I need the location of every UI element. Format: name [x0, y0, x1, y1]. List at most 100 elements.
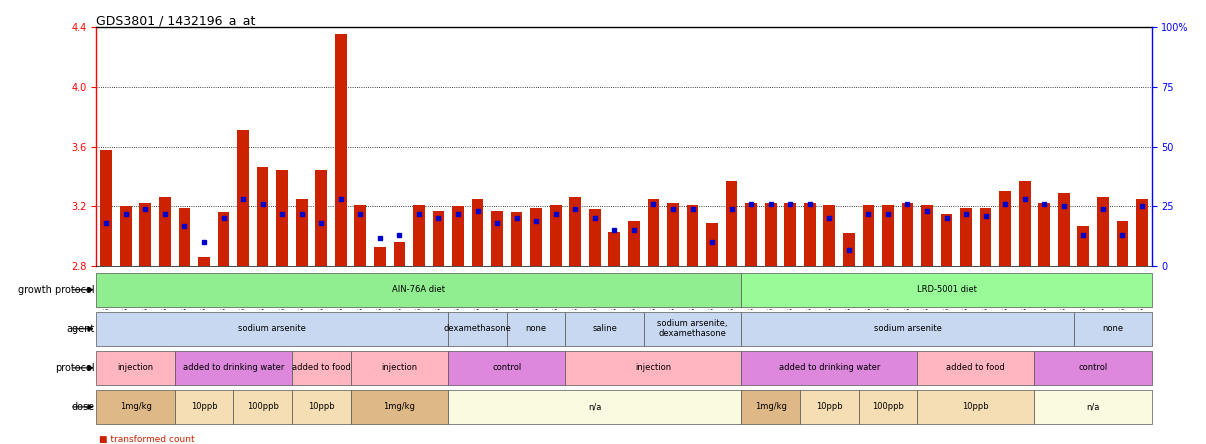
Bar — [882, 205, 894, 266]
Bar — [449, 312, 507, 346]
Bar — [433, 211, 444, 266]
Text: 10ppb: 10ppb — [962, 402, 989, 412]
Text: sodium arsenite,
dexamethasone: sodium arsenite, dexamethasone — [657, 319, 727, 338]
Text: protocol: protocol — [54, 363, 94, 373]
Bar — [100, 150, 112, 266]
Text: injection: injection — [636, 363, 672, 373]
Bar — [198, 258, 210, 266]
Bar — [175, 351, 292, 385]
Bar — [355, 205, 367, 266]
Text: 10ppb: 10ppb — [191, 402, 217, 412]
Bar — [902, 203, 913, 266]
Bar — [140, 203, 151, 266]
Bar — [609, 232, 620, 266]
Text: AIN-76A diet: AIN-76A diet — [392, 285, 445, 294]
Bar — [1035, 390, 1152, 424]
Bar — [726, 181, 737, 266]
Bar — [276, 170, 288, 266]
Bar — [238, 130, 248, 266]
Bar — [1019, 181, 1031, 266]
Text: growth protocol: growth protocol — [18, 285, 94, 295]
Bar — [566, 312, 644, 346]
Text: added to drinking water: added to drinking water — [182, 363, 283, 373]
Bar — [159, 198, 171, 266]
Bar — [315, 170, 327, 266]
Text: 1mg/kg: 1mg/kg — [755, 402, 786, 412]
Text: n/a: n/a — [589, 402, 602, 412]
Bar — [824, 205, 836, 266]
Text: saline: saline — [592, 324, 617, 333]
Bar — [804, 203, 815, 266]
Bar — [1038, 203, 1050, 266]
Bar — [96, 312, 449, 346]
Bar — [742, 390, 800, 424]
Text: 10ppb: 10ppb — [816, 402, 843, 412]
Bar — [472, 199, 484, 266]
Bar — [550, 205, 562, 266]
Bar — [351, 351, 449, 385]
Text: sodium arsenite: sodium arsenite — [873, 324, 942, 333]
Bar — [1117, 222, 1129, 266]
Bar — [648, 199, 660, 266]
Bar — [784, 203, 796, 266]
Bar — [1035, 351, 1152, 385]
Bar — [745, 203, 757, 266]
Text: injection: injection — [381, 363, 417, 373]
Bar — [862, 205, 874, 266]
Bar — [449, 390, 742, 424]
Bar — [96, 351, 175, 385]
Bar — [511, 213, 522, 266]
Bar — [1000, 191, 1011, 266]
Bar — [667, 203, 679, 266]
Text: dose: dose — [71, 402, 94, 412]
Text: agent: agent — [66, 324, 94, 334]
Text: LRD-5001 diet: LRD-5001 diet — [917, 285, 977, 294]
Bar — [507, 312, 566, 346]
Text: none: none — [1102, 324, 1123, 333]
Bar — [233, 390, 292, 424]
Bar — [393, 242, 405, 266]
Bar — [412, 205, 425, 266]
Bar — [859, 390, 918, 424]
Text: 1mg/kg: 1mg/kg — [119, 402, 152, 412]
Bar — [491, 211, 503, 266]
Bar — [1097, 198, 1108, 266]
Bar — [1136, 199, 1148, 266]
Text: added to drinking water: added to drinking water — [779, 363, 880, 373]
Bar — [742, 273, 1152, 307]
Bar — [452, 206, 464, 266]
Text: 100ppb: 100ppb — [872, 402, 903, 412]
Text: added to food: added to food — [292, 363, 351, 373]
Text: 1mg/kg: 1mg/kg — [384, 402, 415, 412]
Bar — [292, 390, 351, 424]
Bar — [374, 247, 386, 266]
Bar — [1073, 312, 1152, 346]
Bar — [531, 208, 541, 266]
Bar — [335, 34, 346, 266]
Text: control: control — [492, 363, 521, 373]
Bar — [742, 312, 1073, 346]
Bar — [292, 351, 351, 385]
Text: 100ppb: 100ppb — [247, 402, 279, 412]
Bar — [1058, 193, 1070, 266]
Bar — [800, 390, 859, 424]
Bar — [119, 206, 131, 266]
Bar — [175, 390, 233, 424]
Bar — [351, 390, 449, 424]
Bar — [918, 390, 1035, 424]
Text: added to food: added to food — [947, 363, 1006, 373]
Bar — [941, 214, 953, 266]
Text: sodium arsenite: sodium arsenite — [239, 324, 306, 333]
Bar — [449, 351, 566, 385]
Bar — [1077, 226, 1089, 266]
Text: control: control — [1078, 363, 1108, 373]
Bar — [295, 199, 308, 266]
Text: none: none — [526, 324, 546, 333]
Bar — [765, 203, 777, 266]
Bar — [921, 205, 933, 266]
Bar — [843, 234, 855, 266]
Bar — [96, 390, 175, 424]
Bar — [257, 167, 269, 266]
Text: injection: injection — [117, 363, 153, 373]
Bar — [918, 351, 1035, 385]
